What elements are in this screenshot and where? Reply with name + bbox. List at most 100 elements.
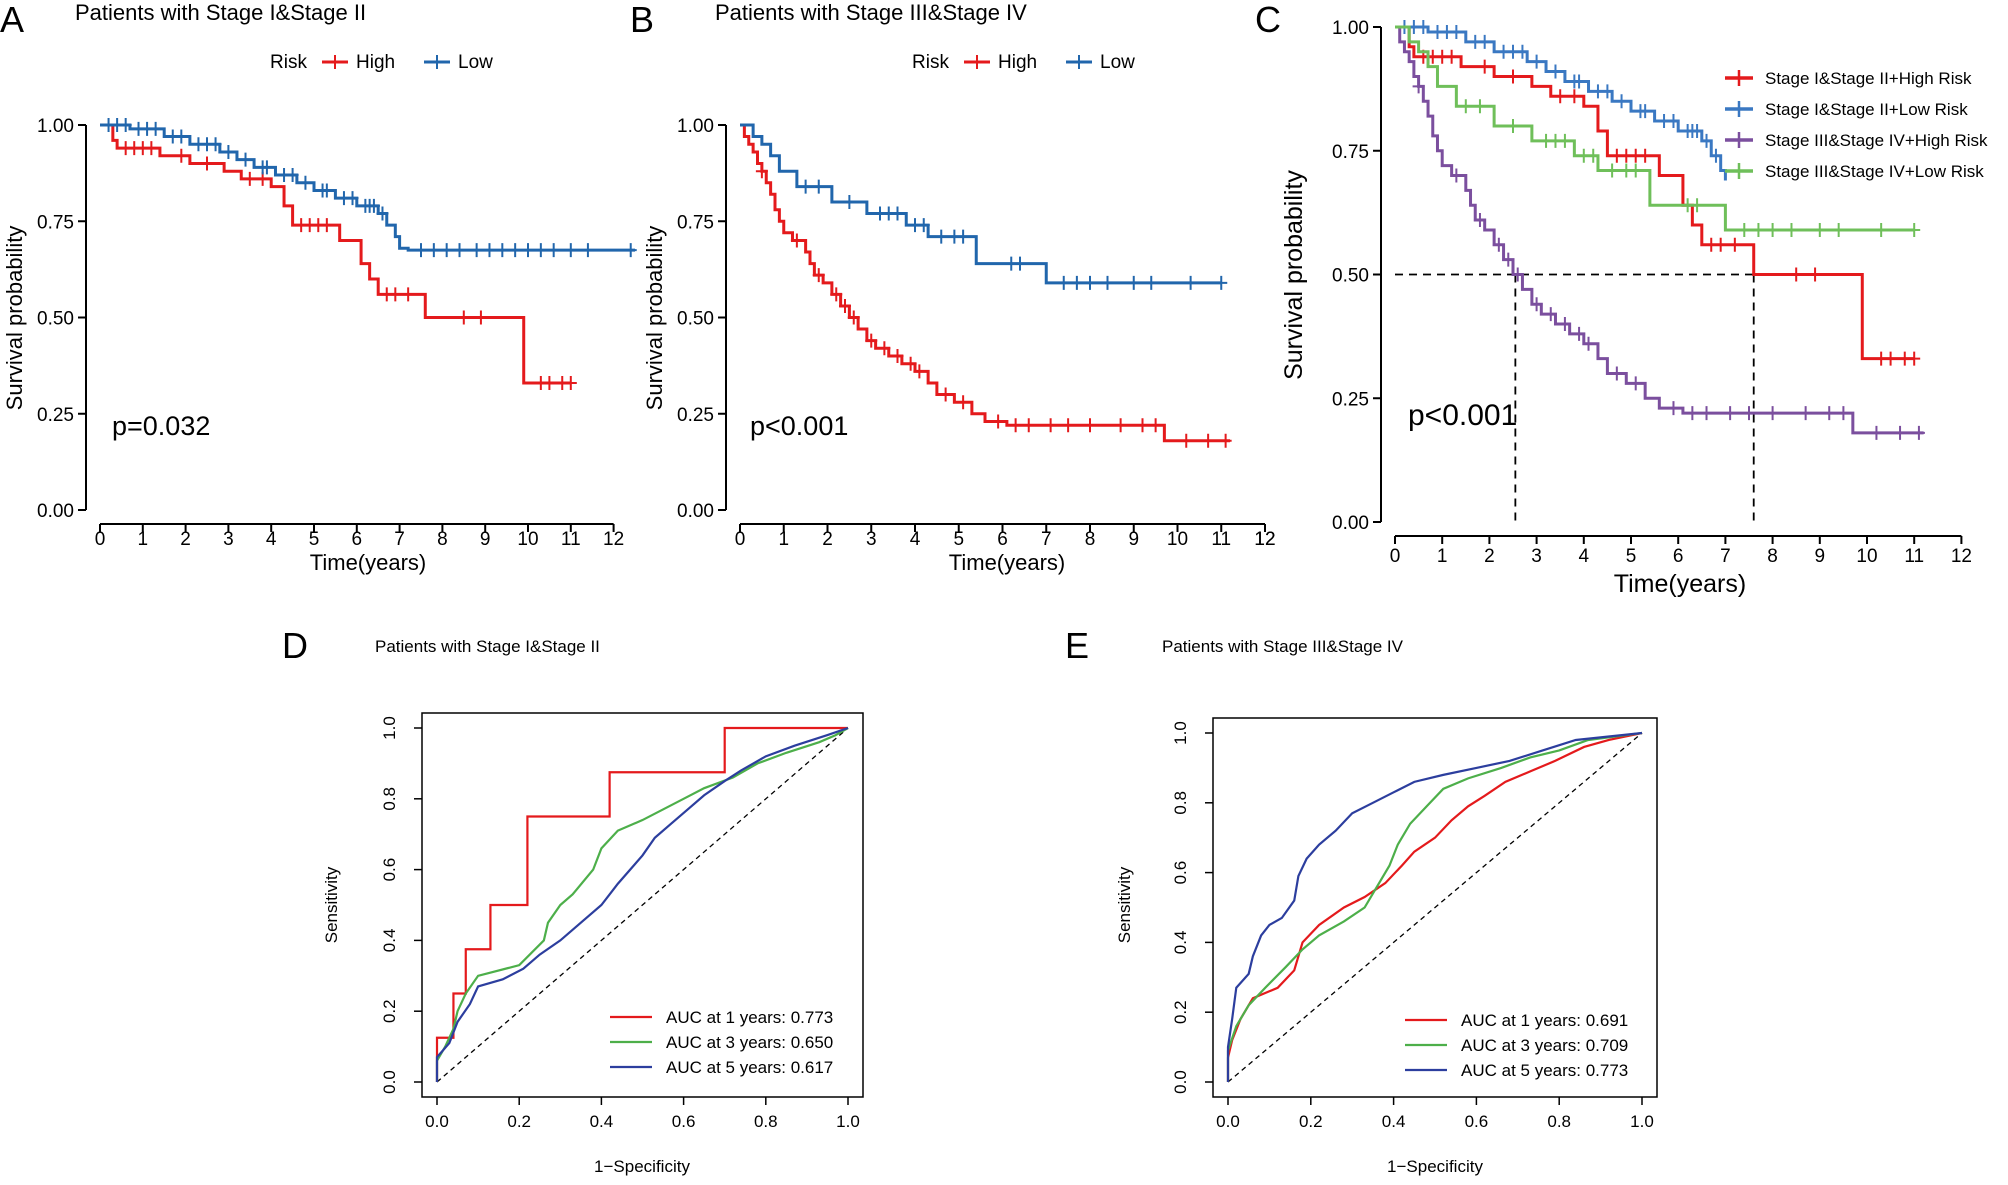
plot-frame xyxy=(1212,717,1658,1098)
survival-curve xyxy=(100,123,571,385)
censor-mark xyxy=(1728,237,1741,252)
legend-label: Stage I&Stage II+Low Risk xyxy=(1765,100,1968,119)
censor-mark xyxy=(1766,222,1779,237)
y-axis-title: Sensitivity xyxy=(1115,866,1134,943)
censor-mark xyxy=(1215,275,1228,290)
censor-mark xyxy=(913,364,926,379)
y-axis: 0.0 0.2 0.4 0.6 0.8 1.0 xyxy=(1171,721,1213,1094)
x-tick-label: 1 xyxy=(138,529,149,550)
censor-mark xyxy=(812,268,825,283)
legend: Stage I&Stage II+High Risk Stage I&Stage … xyxy=(1725,69,1988,181)
y-tick-label: 0.75 xyxy=(677,212,714,233)
x-tick-label: 8 xyxy=(437,529,448,550)
censor-mark xyxy=(1502,252,1515,267)
censor-mark xyxy=(1639,148,1652,163)
x-tick-label: 7 xyxy=(1720,546,1731,567)
x-axis-title: 1−Specificity xyxy=(594,1157,690,1176)
x-tick-label: 11 xyxy=(1211,529,1231,550)
x-tick-label-12: 12 xyxy=(1254,529,1275,550)
panel-letter: A xyxy=(0,0,24,40)
x-tick-label: 6 xyxy=(1673,546,1684,567)
censor-mark xyxy=(1558,133,1571,148)
legend-label: Stage III&Stage IV+High Risk xyxy=(1765,131,1988,150)
censor-mark xyxy=(1084,275,1096,290)
y-tick-label: 0.4 xyxy=(380,929,399,953)
censor-mark xyxy=(891,206,904,221)
censor-mark xyxy=(865,333,878,348)
y-tick-label: 0.8 xyxy=(380,787,399,811)
x-tick-label: 0 xyxy=(1390,546,1401,567)
y-tick-label: 0.75 xyxy=(1332,142,1369,163)
censor-mark xyxy=(427,243,440,258)
y-axis: 0.00 0.25 0.50 0.75 1.00 xyxy=(37,116,87,522)
censor-mark xyxy=(1062,418,1075,433)
censor-mark xyxy=(1554,89,1567,104)
censor-mark xyxy=(1686,406,1699,421)
censor-mark xyxy=(1709,148,1722,163)
panel-letter: C xyxy=(1255,0,1281,40)
panel-b: B Patients with Stage III&Stage IV 0.00 0.2… xyxy=(630,0,1276,575)
censor-mark xyxy=(1691,123,1704,138)
censor-mark xyxy=(1558,317,1571,331)
panel-letter: E xyxy=(1065,625,1089,666)
censor-mark xyxy=(891,349,904,363)
censor-mark xyxy=(1114,418,1127,433)
censor-mark xyxy=(1184,275,1197,290)
legend: AUC at 1 years: 0.691 AUC at 3 years: 0.7… xyxy=(1405,1011,1628,1080)
censor-mark xyxy=(1884,351,1897,366)
y-axis: 0.00 0.25 0.50 0.75 1.00 xyxy=(677,116,727,522)
y-axis-title: Survival probability xyxy=(1280,170,1308,380)
censor-mark xyxy=(1912,425,1925,440)
panel-letter: D xyxy=(282,625,308,666)
censor-mark xyxy=(1530,54,1543,69)
x-tick-label: 0.8 xyxy=(754,1112,778,1131)
censor-mark xyxy=(939,387,952,402)
x-tick-label: 6 xyxy=(352,529,363,550)
censor-mark xyxy=(624,243,637,258)
x-tick-label: 9 xyxy=(480,529,491,550)
x-tick-label: 1 xyxy=(1437,546,1448,567)
censor-mark xyxy=(1127,275,1140,290)
x-tick-label: 11 xyxy=(561,529,581,550)
x-tick-label: 4 xyxy=(910,529,921,550)
legend-title: Risk xyxy=(912,52,949,73)
x-tick-label: 9 xyxy=(1128,529,1139,550)
legend-entry: AUC at 3 years: 0.709 xyxy=(1405,1036,1628,1055)
panel-title: Patients with Stage III&Stage IV xyxy=(715,0,1027,25)
censor-mark xyxy=(1473,99,1486,114)
x-tick-label: 10 xyxy=(1167,529,1188,550)
censor-mark xyxy=(1601,84,1614,99)
series-low xyxy=(100,118,637,258)
censor-mark xyxy=(1790,267,1803,282)
legend-entry: Low xyxy=(424,52,493,73)
survival-curve xyxy=(1395,25,1915,361)
censor-mark xyxy=(1180,433,1193,448)
censor-mark xyxy=(1202,433,1215,448)
y-axis-title: Survival probability xyxy=(642,226,667,411)
censor-mark xyxy=(1724,406,1737,421)
censor-mark xyxy=(1014,256,1026,271)
censor-mark xyxy=(496,243,509,258)
series-high xyxy=(740,123,1232,448)
legend-title: Risk xyxy=(270,52,307,73)
censor-mark xyxy=(1832,222,1845,237)
censor-mark xyxy=(1507,119,1519,133)
censor-mark xyxy=(1667,401,1680,416)
censor-mark xyxy=(1714,237,1727,252)
series-stage-iii-stage-iv-high-risk xyxy=(1395,25,1925,440)
x-tick-label: 6 xyxy=(997,529,1008,550)
censor-mark xyxy=(1837,406,1850,421)
x-axis: 0 1 2 3 4 5 6 7 8 9 10 11 12 xyxy=(1390,535,1972,567)
x-tick-label: 3 xyxy=(1531,546,1542,567)
censor-mark xyxy=(843,195,856,209)
censor-mark xyxy=(1615,94,1628,109)
censor-mark xyxy=(1057,275,1070,290)
censor-mark xyxy=(1459,99,1472,114)
censor-mark xyxy=(389,287,402,302)
censor-mark xyxy=(917,218,930,233)
censor-mark xyxy=(1136,418,1149,433)
censor-mark xyxy=(1511,267,1524,282)
censor-mark xyxy=(1219,433,1232,448)
censor-mark xyxy=(346,191,359,206)
